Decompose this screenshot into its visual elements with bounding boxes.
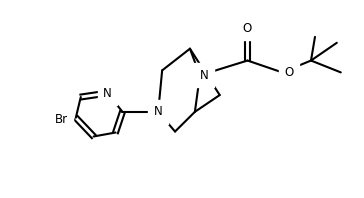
Text: Br: Br (55, 113, 68, 126)
Text: O: O (284, 66, 293, 79)
Text: O: O (243, 22, 252, 35)
Text: N: N (154, 105, 163, 118)
Text: N: N (103, 87, 112, 100)
Text: N: N (200, 69, 209, 82)
